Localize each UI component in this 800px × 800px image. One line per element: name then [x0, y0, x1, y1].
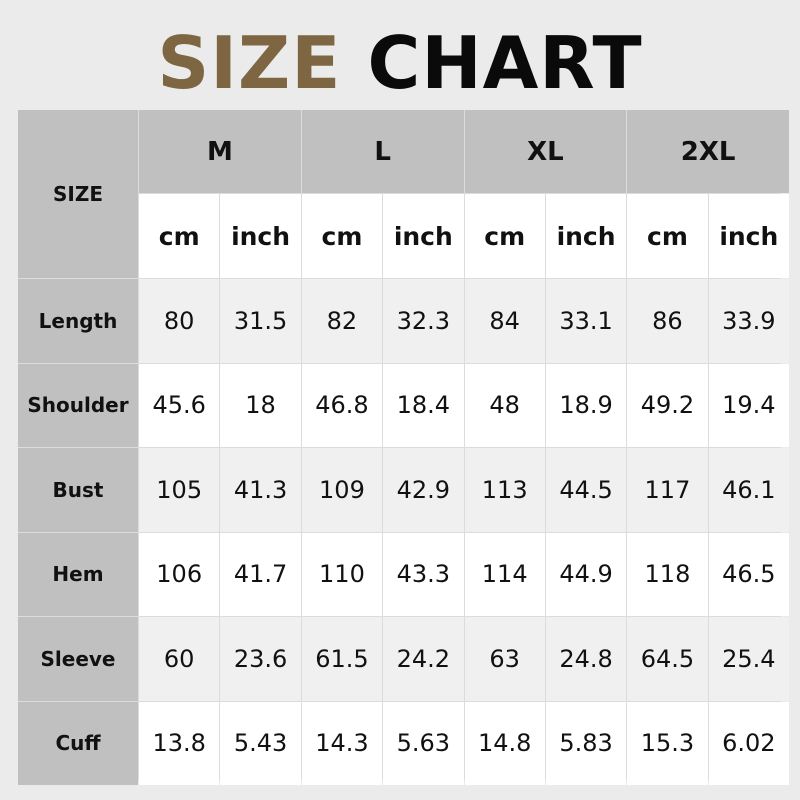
row-label-cuff: Cuff [18, 701, 138, 785]
size-header-xl: XL [464, 110, 627, 193]
table-cell: 15.3 [627, 701, 708, 785]
table-cell: 86 [627, 279, 708, 363]
table-cell: 61.5 [301, 617, 383, 701]
unit-header-cm: cm [464, 194, 545, 278]
table-cell: 110 [301, 532, 383, 616]
table-cell: 63 [464, 617, 545, 701]
table-cell: 49.2 [627, 363, 708, 447]
table-cell: 114 [464, 532, 545, 616]
table-cell: 24.2 [383, 617, 464, 701]
table-cell: 113 [464, 448, 545, 532]
table-cell: 24.8 [545, 617, 627, 701]
table-cell: 106 [139, 532, 220, 616]
table-cell: 44.9 [545, 532, 627, 616]
table-cell: 82 [301, 279, 383, 363]
table-cell: 84 [464, 279, 545, 363]
table-cell: 14.3 [301, 701, 383, 785]
title-size: SIZE [157, 21, 342, 105]
table-cell: 33.9 [708, 279, 789, 363]
table-cell: 64.5 [627, 617, 708, 701]
unit-header-inch: inch [708, 194, 789, 278]
table-cell: 46.1 [708, 448, 789, 532]
table-cell: 41.7 [220, 532, 301, 616]
unit-header-cm: cm [139, 194, 220, 278]
size-header-corner: SIZE [18, 110, 138, 278]
size-header-l: L [301, 110, 464, 193]
table-cell: 14.8 [464, 701, 545, 785]
table-cell: 6.02 [708, 701, 789, 785]
table-cell: 32.3 [383, 279, 464, 363]
row-label-sleeve: Sleeve [18, 617, 138, 701]
table-cell: 80 [139, 279, 220, 363]
title-chart: CHART [367, 21, 643, 105]
table-cell: 13.8 [139, 701, 220, 785]
table-cell: 5.43 [220, 701, 301, 785]
size-header-2xl: 2XL [627, 110, 789, 193]
table-cell: 31.5 [220, 279, 301, 363]
table-cell: 41.3 [220, 448, 301, 532]
page-title: SIZE CHART [0, 18, 800, 108]
unit-header-inch: inch [220, 194, 301, 278]
table-cell: 33.1 [545, 279, 627, 363]
row-label-shoulder: Shoulder [18, 363, 138, 447]
table-cell: 44.5 [545, 448, 627, 532]
table-cell: 18.9 [545, 363, 627, 447]
table-cell: 105 [139, 448, 220, 532]
table-cell: 118 [627, 532, 708, 616]
table-cell: 109 [301, 448, 383, 532]
size-header-m: M [139, 110, 301, 193]
row-label-bust: Bust [18, 448, 138, 532]
table-cell: 19.4 [708, 363, 789, 447]
table-cell: 42.9 [383, 448, 464, 532]
unit-header-cm: cm [627, 194, 708, 278]
table-cell: 60 [139, 617, 220, 701]
unit-header-inch: inch [545, 194, 627, 278]
table-cell: 23.6 [220, 617, 301, 701]
table-cell: 48 [464, 363, 545, 447]
unit-header-cm: cm [301, 194, 383, 278]
row-label-length: Length [18, 279, 138, 363]
table-cell: 117 [627, 448, 708, 532]
row-label-hem: Hem [18, 532, 138, 616]
table-cell: 5.83 [545, 701, 627, 785]
unit-header-inch: inch [383, 194, 464, 278]
table-cell: 43.3 [383, 532, 464, 616]
table-cell: 5.63 [383, 701, 464, 785]
table-cell: 45.6 [139, 363, 220, 447]
table-cell: 18 [220, 363, 301, 447]
table-cell: 46.5 [708, 532, 789, 616]
table-cell: 25.4 [708, 617, 789, 701]
table-cell: 18.4 [383, 363, 464, 447]
size-chart-table: SIZE M L XL 2XL cm inch cm inch cm inch cm inch Lengt… [18, 110, 789, 785]
table-cell: 46.8 [301, 363, 383, 447]
